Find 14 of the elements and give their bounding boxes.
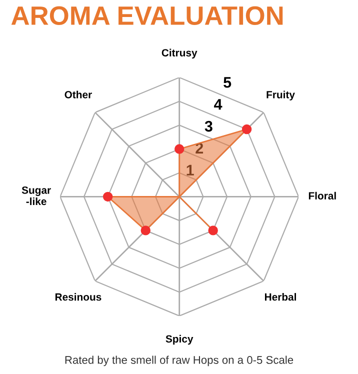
y-tick-label: 3	[204, 120, 212, 132]
spoke-label: Sugar -like	[22, 186, 51, 206]
y-tick-label: 4	[214, 99, 222, 110]
spoke-label: Herbal	[265, 293, 296, 301]
spoke-label: Floral	[308, 192, 336, 200]
spoke-label: Citrusy	[162, 48, 198, 59]
text: Rated by the smell of raw Hops on a 0-5 Scale	[65, 356, 294, 366]
chart-title: AROMA EVALUATION	[11, 6, 283, 25]
spoke-label: Resinous	[55, 293, 102, 301]
spoke-label: Fruity	[266, 90, 295, 100]
spoke-label: Other	[64, 90, 92, 98]
spoke-label: Spicy	[166, 334, 194, 345]
y-tick-label: 1	[186, 164, 194, 176]
y-tick-label: 5	[224, 77, 232, 88]
